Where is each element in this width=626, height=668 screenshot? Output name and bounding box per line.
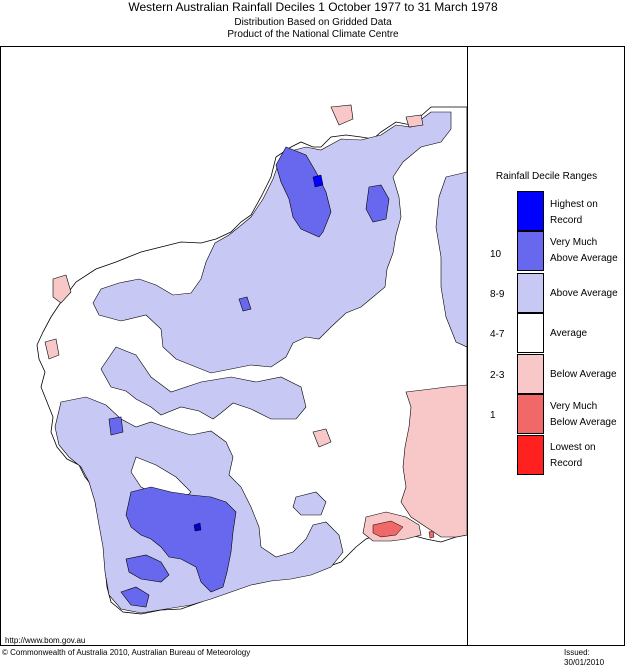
footer-issued-date: Issued: 30/01/2010 (564, 648, 605, 667)
legend-decile-2-3: 2-3 (490, 370, 505, 381)
legend-decile-1: 1 (490, 410, 496, 421)
below-average-east (400, 384, 467, 538)
legend-title: Rainfall Decile Ranges (495, 171, 598, 182)
map-subtitle-product: Product of the National Climate Centre (227, 29, 399, 40)
legend-decile-4-7: 4-7 (490, 329, 505, 340)
legend-label-lowest: Lowest on Record (550, 442, 596, 469)
below-average-north-coast-2 (405, 114, 424, 128)
very-much-above-south-west (125, 486, 237, 593)
legend-swatch-average (517, 313, 544, 353)
very-much-above-north (275, 146, 332, 238)
legend-swatch-lowest (517, 435, 544, 475)
legend-swatch-above (517, 273, 544, 313)
map-subtitle-method: Distribution Based on Gridded Data (234, 17, 392, 28)
very-much-above-west (108, 416, 124, 436)
highest-on-record-north (312, 174, 324, 188)
footer-url: http://www.bom.gov.au (5, 636, 86, 645)
legend-label-very-much-above: Very Much Above Average (550, 237, 618, 264)
very-much-above-south-west-lower (125, 554, 170, 583)
legend-swatch-highest (517, 191, 544, 231)
below-average-central (312, 428, 332, 448)
footer-copyright: © Commonwealth of Australia 2010, Austra… (2, 648, 251, 657)
very-much-above-south-coast (120, 586, 150, 608)
legend-swatch-very-much-above (517, 231, 544, 271)
very-much-below-south-east (372, 520, 404, 538)
legend-label-above: Above Average (550, 288, 618, 299)
legend-decile-8-9: 8-9 (490, 289, 505, 300)
legend-divider (467, 46, 468, 646)
legend-swatch-very-much-below (517, 394, 544, 434)
below-average-west-coast-2 (44, 338, 60, 360)
legend-label-average: Average (550, 328, 588, 339)
legend-decile-10: 10 (490, 249, 502, 260)
above-average-north-east (435, 171, 467, 348)
very-much-above-small (238, 296, 252, 312)
legend-label-below: Below Average (550, 369, 617, 380)
legend-label-very-much-below: Very Much Below Average (550, 401, 617, 428)
legend-label-highest: Highest on Record (550, 199, 598, 226)
legend-swatch-below (517, 354, 544, 394)
above-average-central (100, 346, 307, 420)
above-average-east-patch (292, 491, 327, 516)
very-much-below-dot (428, 530, 435, 539)
below-average-west-coast (52, 274, 72, 304)
very-much-above-north-east (365, 184, 390, 223)
map-frame (0, 46, 625, 646)
below-average-north-coast (330, 104, 354, 126)
map-title: Western Australian Rainfall Deciles 1 Oc… (128, 0, 498, 14)
highest-on-record-south (193, 522, 202, 532)
rainfall-decile-map (36, 104, 467, 615)
